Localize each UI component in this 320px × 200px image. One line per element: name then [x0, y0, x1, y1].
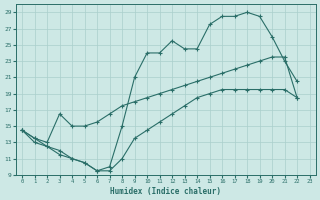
X-axis label: Humidex (Indice chaleur): Humidex (Indice chaleur)	[110, 187, 221, 196]
